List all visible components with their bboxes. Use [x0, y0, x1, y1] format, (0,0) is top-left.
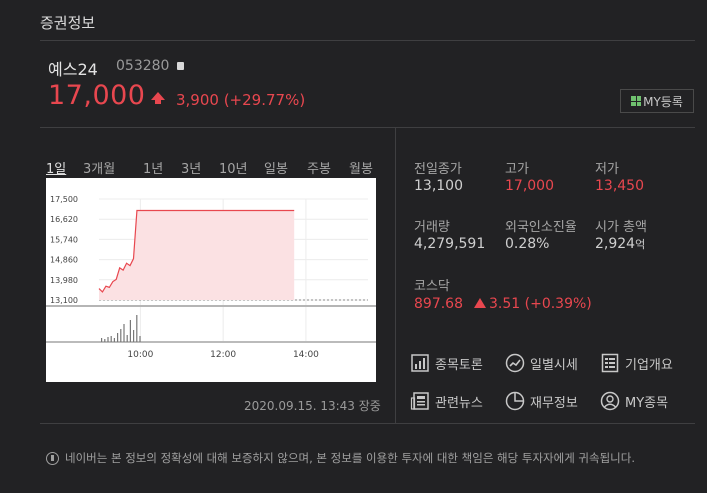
- market-cap-value: 2,924: [595, 236, 636, 252]
- kosdaq-label: 코스닥: [414, 279, 450, 294]
- market-badge-icon: [177, 62, 184, 70]
- volume-bar: [104, 339, 106, 342]
- volume-bar: [110, 336, 112, 342]
- x-tick-label: 12:00: [210, 350, 236, 360]
- link-discussion-label: 종목토론: [435, 357, 483, 373]
- prev-close-label: 전일종가: [414, 162, 462, 177]
- title-divider: [40, 40, 695, 41]
- link-company-overview[interactable]: 기업개요: [600, 353, 673, 373]
- volume-bar: [101, 338, 103, 342]
- volume-bar: [120, 329, 122, 342]
- tab-1year[interactable]: 1년: [143, 162, 164, 177]
- low-value: 13,450: [595, 178, 644, 194]
- volume-bar: [129, 320, 131, 342]
- info-icon: [46, 451, 59, 465]
- tab-3month[interactable]: 3개월: [83, 162, 116, 177]
- volume-bar: [133, 330, 135, 342]
- my-register-label: MY등록: [643, 94, 683, 109]
- tab-daily[interactable]: 일봉: [264, 162, 288, 177]
- prev-close-value: 13,100: [414, 178, 463, 194]
- foreign-ratio-label: 외국인소진율: [505, 220, 577, 235]
- link-daily-price-label: 일별시세: [530, 357, 578, 373]
- link-my-stocks-label: MY종목: [625, 395, 669, 411]
- high-value: 17,000: [505, 178, 554, 194]
- link-my-stocks[interactable]: MY종목: [600, 391, 668, 411]
- price-area: [99, 210, 295, 300]
- tab-weekly[interactable]: 주봉: [307, 162, 331, 177]
- chart-timestamp: 2020.09.15. 13:43 장중: [244, 399, 381, 413]
- y-tick-label: 15,740: [50, 235, 78, 244]
- link-discussion[interactable]: 종목토론: [410, 353, 483, 373]
- up-arrow-stem: [155, 99, 161, 104]
- person-icon: [600, 391, 620, 411]
- y-tick-label: 13,100: [50, 296, 78, 305]
- y-tick-label: 14,860: [50, 256, 78, 265]
- x-tick-label: 14:00: [293, 350, 319, 360]
- volume-bar: [126, 335, 128, 342]
- stock-name[interactable]: 예스24: [48, 60, 98, 79]
- tab-3year[interactable]: 3년: [181, 162, 202, 177]
- price-change: 3,900 (+29.77%): [176, 91, 306, 109]
- news-icon: [410, 392, 429, 410]
- chart-board-icon: [411, 354, 429, 372]
- price-chart: 17,500 16,620 15,740 14,860 13,980 13,100 10:0…: [46, 178, 376, 382]
- list-icon: [601, 353, 619, 373]
- section-title: 증권정보: [40, 14, 96, 32]
- tab-10year[interactable]: 10년: [219, 162, 248, 177]
- my-register-button[interactable]: MY등록: [620, 89, 694, 113]
- y-tick-label: 16,620: [50, 215, 78, 224]
- link-company-overview-label: 기업개요: [625, 357, 673, 373]
- y-tick-label: 13,980: [50, 276, 78, 285]
- link-related-news-label: 관련뉴스: [435, 395, 483, 411]
- kosdaq-change: 3.51 (+0.39%): [489, 296, 592, 312]
- x-tick-label: 10:00: [127, 350, 153, 360]
- bottom-divider: [40, 423, 695, 424]
- pie-icon: [505, 391, 525, 411]
- y-tick-label: 17,500: [50, 195, 78, 204]
- market-cap-label: 시가 총액: [595, 220, 647, 235]
- volume-bar: [123, 324, 125, 342]
- volume-bar: [107, 337, 109, 342]
- header-divider: [40, 127, 695, 128]
- tab-1day[interactable]: 1일: [46, 162, 67, 177]
- period-tabs: 1일 3개월 1년 3년 10년 일봉 주봉 월봉: [46, 158, 373, 177]
- volume-label: 거래량: [414, 220, 450, 235]
- disclaimer-text: 네이버는 본 정보의 정확성에 대해 보증하지 않으며, 본 정보를 이용한 투…: [65, 451, 635, 465]
- link-related-news[interactable]: 관련뉴스: [410, 391, 483, 411]
- link-financial-info-label: 재무정보: [530, 395, 578, 411]
- plus-icon: [631, 96, 642, 106]
- kosdaq-value: 897.68: [414, 296, 463, 312]
- price-chart-svg: 17,500 16,620 15,740 14,860 13,980 13,100 10:0…: [46, 195, 376, 360]
- foreign-ratio-value: 0.28%: [505, 236, 550, 252]
- up-arrow-icon: [151, 92, 165, 100]
- volume-bar: [136, 315, 138, 342]
- high-label: 고가: [505, 162, 529, 177]
- price-line: [98, 209, 295, 293]
- market-cap: 2,924억: [595, 236, 645, 252]
- market-cap-unit: 억: [635, 238, 646, 251]
- volume-bar: [117, 333, 119, 342]
- tab-monthly[interactable]: 월봉: [349, 162, 373, 177]
- kosdaq-up-icon: [474, 298, 486, 308]
- low-label: 저가: [595, 162, 619, 177]
- volume-bar: [113, 338, 115, 342]
- stock-code: 053280: [116, 58, 170, 74]
- trend-circle-icon: [505, 353, 525, 373]
- link-financial-info[interactable]: 재무정보: [505, 391, 578, 411]
- volume-bar: [139, 336, 141, 342]
- column-divider: [395, 127, 396, 423]
- volume-value: 4,279,591: [414, 236, 486, 252]
- current-price: 17,000: [48, 80, 146, 111]
- disclaimer: 네이버는 본 정보의 정확성에 대해 보증하지 않으며, 본 정보를 이용한 투…: [46, 450, 635, 466]
- link-daily-price[interactable]: 일별시세: [505, 353, 578, 373]
